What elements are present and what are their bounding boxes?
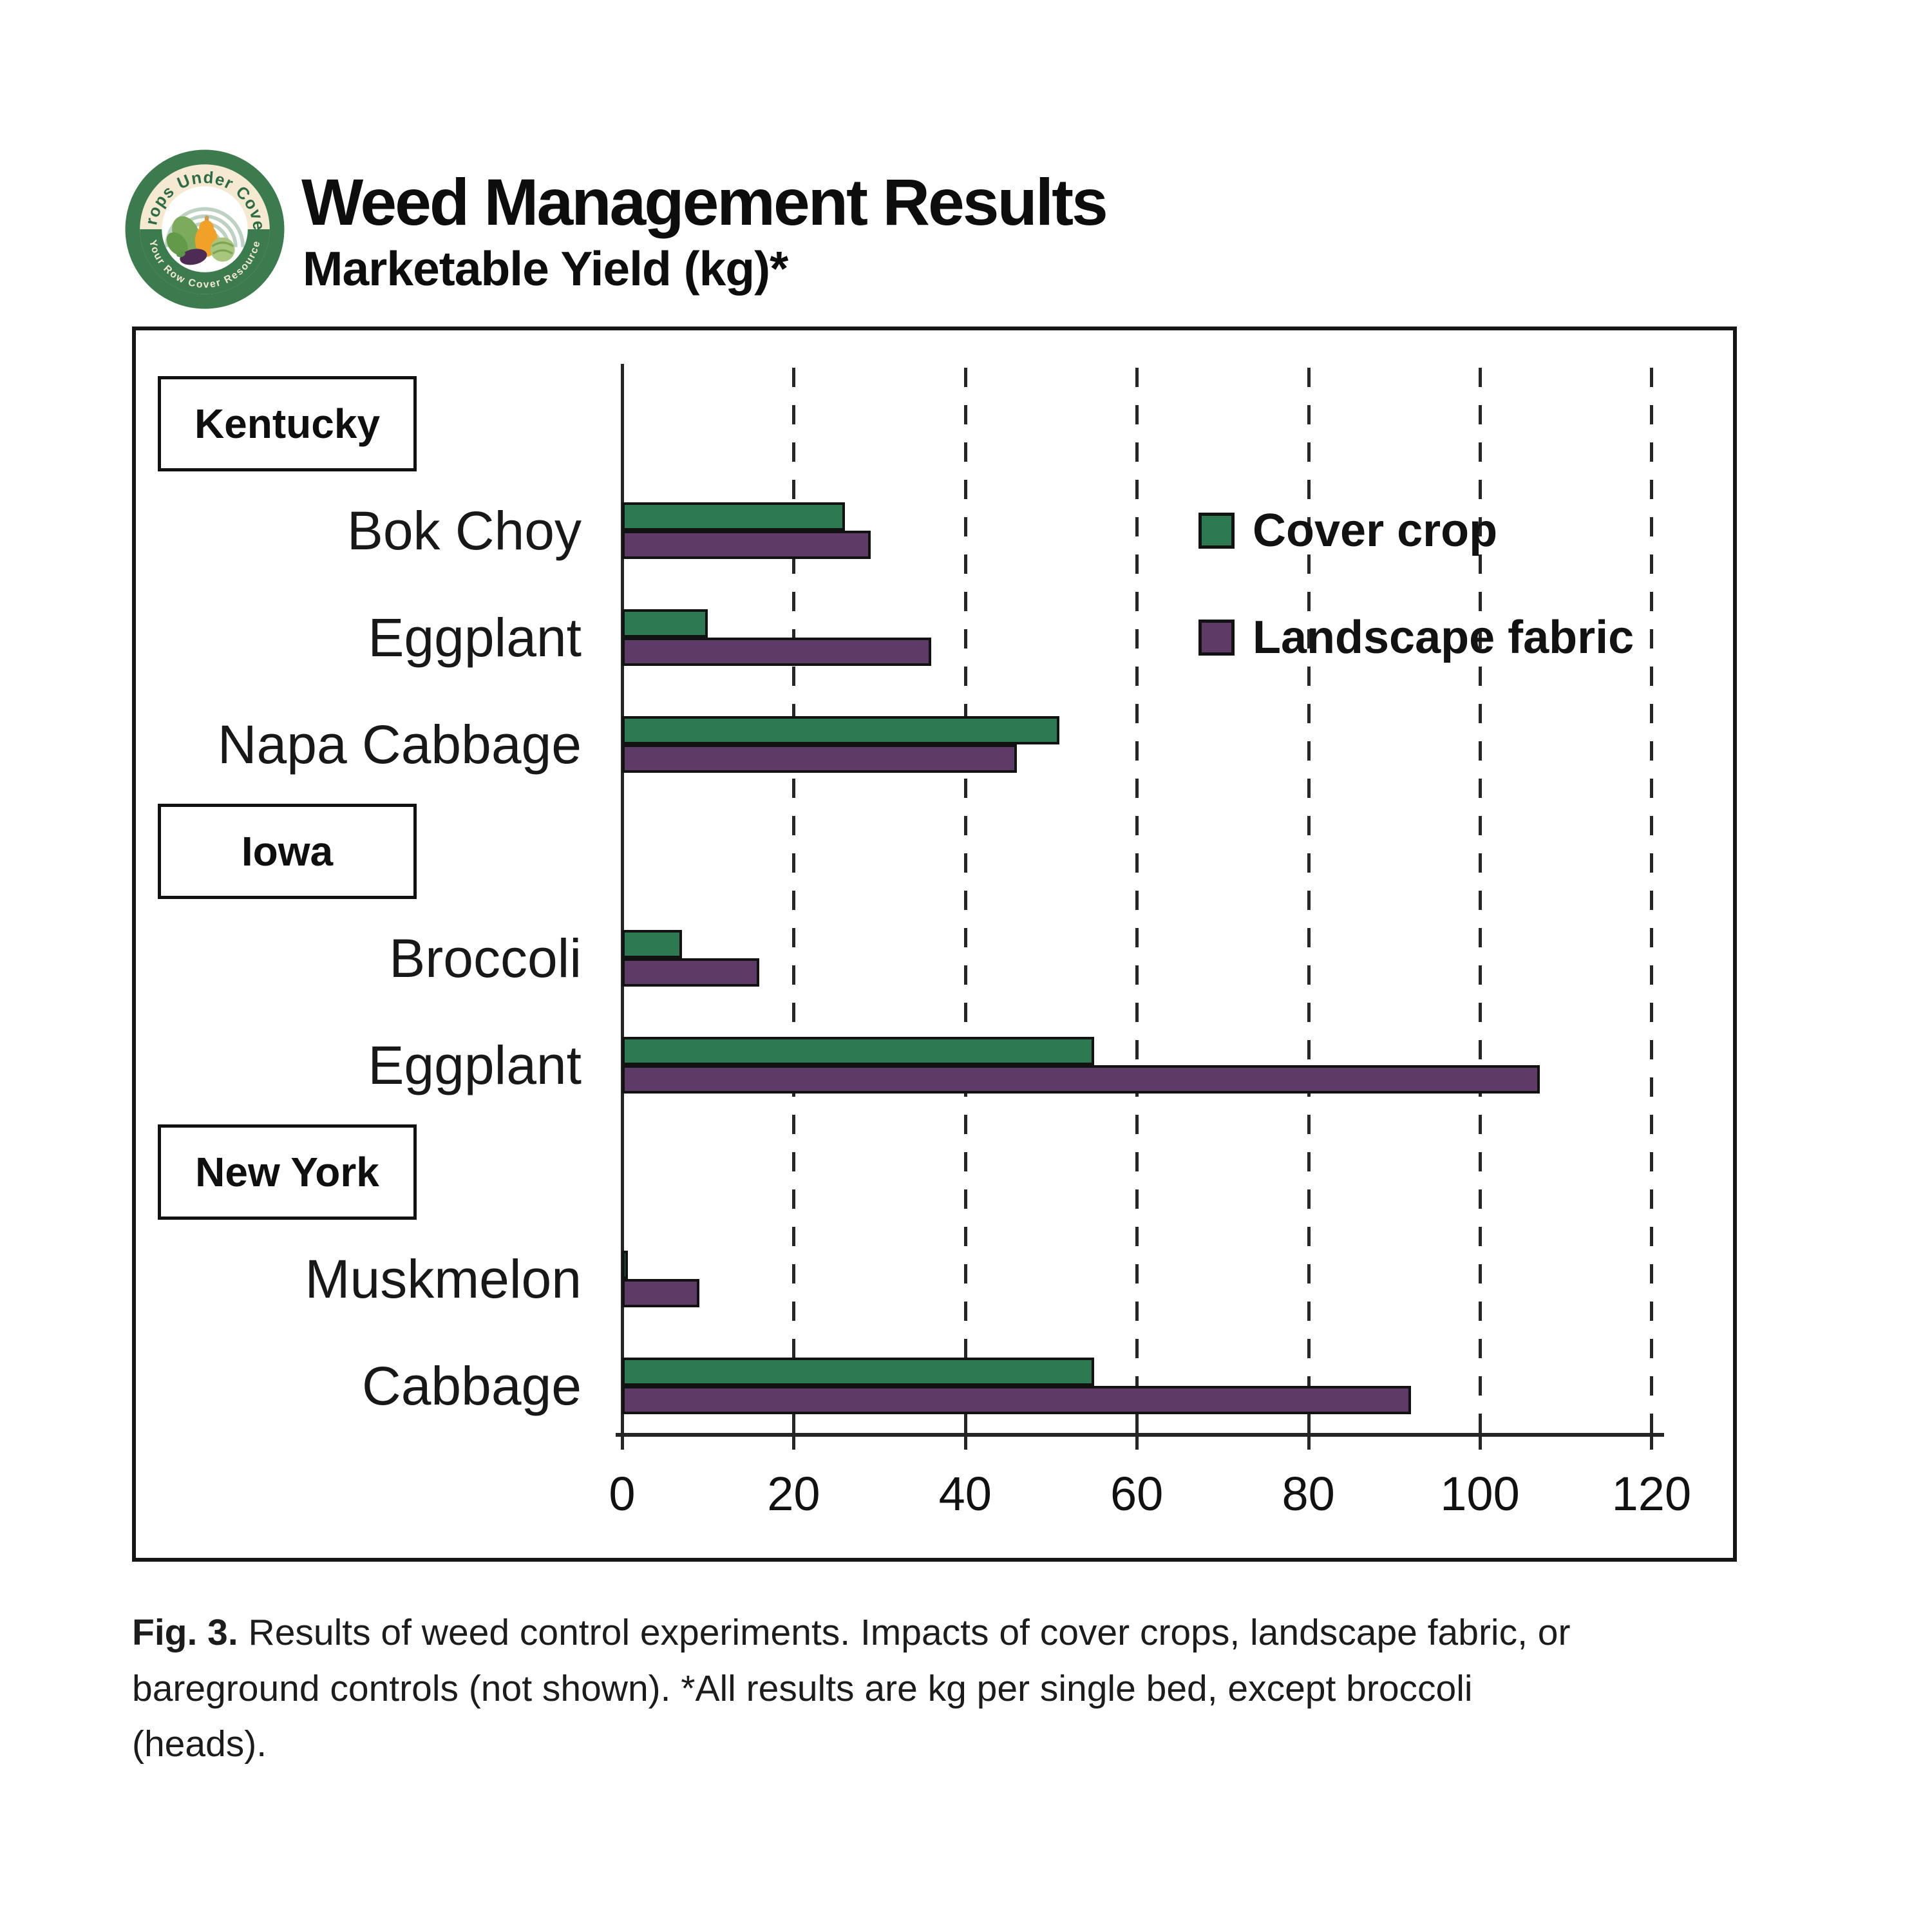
- y-axis: [621, 364, 624, 1437]
- state-header-iowa: Iowa: [158, 804, 417, 899]
- figure-box: 0 20 40 60 80 100 120 Kentucky Bok Choy Eggplant N…: [132, 327, 1737, 1562]
- x-tick-60: [1135, 1433, 1139, 1450]
- gridline-20: [792, 368, 796, 1433]
- x-tick-label-120: 120: [1611, 1467, 1692, 1520]
- caption-line-2: bareground controls (not shown). *All re…: [132, 1667, 1473, 1709]
- gridline-80: [1307, 368, 1311, 1433]
- gridline-100: [1479, 368, 1482, 1433]
- crop-label-eggplant: Eggplant: [368, 607, 582, 668]
- legend-swatch-landscape-fabric: [1198, 620, 1235, 656]
- page-title: Weed Management Results: [301, 166, 1108, 239]
- caption-line-1-text: Results of weed control experiments. Imp…: [248, 1612, 1571, 1653]
- bar-landscape-fabric: [622, 744, 1017, 773]
- x-tick-80: [1307, 1433, 1311, 1450]
- logo-crops-under-cover: Crops Under Cover Your Row Cover Resourc…: [117, 134, 286, 310]
- crop-label-cabbage: Cabbage: [362, 1356, 582, 1416]
- gridline-40: [963, 368, 967, 1433]
- bar-cover-crop: [622, 609, 708, 638]
- x-tick-label-20: 20: [767, 1467, 820, 1520]
- bar-cover-crop: [622, 502, 846, 531]
- caption-fig-label: Fig. 3.: [132, 1612, 238, 1653]
- x-tick-0: [621, 1433, 624, 1450]
- crop-label-eggplant: Eggplant: [368, 1035, 582, 1095]
- legend-label-landscape-fabric: Landscape fabric: [1253, 612, 1634, 663]
- figure-caption: Fig. 3. Results of weed control experime…: [132, 1605, 1884, 1772]
- x-tick-100: [1479, 1433, 1482, 1450]
- crop-label-napa-cabbage: Napa Cabbage: [217, 714, 582, 775]
- state-header-new-york: New York: [158, 1124, 417, 1220]
- x-tick-20: [792, 1433, 796, 1450]
- bar-cover-crop: [622, 1037, 1094, 1065]
- caption-line-1: Fig. 3. Results of weed control experime…: [132, 1605, 1884, 1661]
- x-tick-40: [963, 1433, 967, 1450]
- bar-landscape-fabric: [622, 531, 871, 559]
- x-tick-label-0: 0: [609, 1467, 636, 1520]
- crop-label-broccoli: Broccoli: [389, 928, 582, 989]
- plot-area: 0 20 40 60 80 100 120 Kentucky Bok Choy Eggplant N…: [136, 330, 1733, 1558]
- legend-label-cover-crop: Cover crop: [1253, 505, 1498, 556]
- page-subtitle: Marketable Yield (kg)*: [303, 242, 788, 296]
- x-tick-label-80: 80: [1282, 1467, 1335, 1520]
- logo-illustration: [164, 207, 245, 265]
- bar-landscape-fabric: [622, 1386, 1412, 1414]
- gridline-60: [1135, 368, 1139, 1433]
- x-tick-label-100: 100: [1440, 1467, 1520, 1520]
- bar-cover-crop: [622, 716, 1060, 744]
- x-tick-label-60: 60: [1110, 1467, 1164, 1520]
- gridline-120: [1650, 368, 1654, 1433]
- bar-landscape-fabric: [622, 638, 931, 666]
- caption-line-3: (heads).: [132, 1723, 267, 1765]
- bar-landscape-fabric: [622, 1279, 699, 1307]
- legend-swatch-cover-crop: [1198, 513, 1235, 549]
- state-header-kentucky: Kentucky: [158, 376, 417, 471]
- bar-cover-crop: [622, 1358, 1094, 1386]
- x-tick-label-40: 40: [938, 1467, 992, 1520]
- x-axis: [616, 1433, 1665, 1437]
- bar-landscape-fabric: [622, 1065, 1540, 1094]
- crop-label-muskmelon: Muskmelon: [305, 1249, 582, 1309]
- bar-cover-crop: [622, 930, 683, 958]
- bar-cover-crop: [622, 1251, 628, 1279]
- x-tick-120: [1650, 1433, 1654, 1450]
- bar-landscape-fabric: [622, 958, 760, 987]
- logo-badge-icon: Crops Under Cover Your Row Cover Resourc…: [117, 134, 285, 309]
- crop-label-bok-choy: Bok Choy: [346, 500, 582, 561]
